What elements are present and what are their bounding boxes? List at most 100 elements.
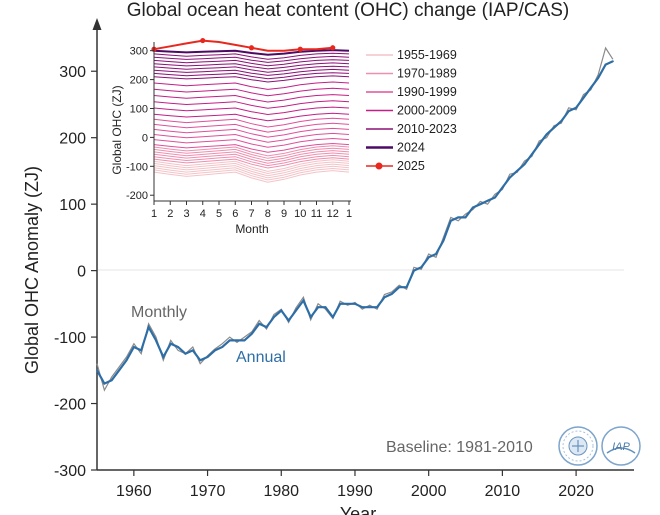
- annual-data-point: [184, 352, 187, 355]
- main-data-points: [96, 60, 614, 385]
- y-tick-label: 0: [77, 264, 86, 281]
- inset-2025-point: [297, 46, 303, 52]
- inset-year-line: [153, 81, 350, 90]
- legend-item: 1955-1969: [366, 48, 457, 62]
- y-axis-arrow: [92, 18, 102, 30]
- annual-data-point: [132, 346, 135, 348]
- inset-year-line: [153, 68, 350, 76]
- inset-year-line: [153, 75, 350, 83]
- annual-data-point: [331, 316, 334, 319]
- annual-data-point: [486, 199, 489, 202]
- inset-year-line: [153, 150, 350, 162]
- annual-data-point: [272, 316, 275, 319]
- y-tick-label: -200: [54, 397, 86, 414]
- inset-year-line: [153, 170, 350, 183]
- annual-data-point: [354, 302, 356, 305]
- annual-data-point: [545, 133, 548, 136]
- inset-y-ticks: -200 -100 0 100 200 300: [126, 46, 154, 202]
- annual-data-point: [302, 299, 305, 302]
- inset-year-line: [153, 154, 350, 167]
- annual-data-point: [523, 163, 526, 166]
- inset-year-line: [153, 112, 350, 122]
- inset-year-line: [153, 122, 350, 133]
- annual-data-point: [214, 349, 216, 352]
- annual-data-point: [420, 266, 423, 269]
- iap-logo-icon: IAP: [601, 426, 641, 466]
- annual-data-point: [449, 219, 452, 222]
- inset-y-tick-label: 200: [130, 75, 148, 87]
- annual-data-point: [125, 359, 128, 362]
- inset-x-tick-label: 6: [232, 208, 238, 220]
- inset-y-tick-label: -200: [126, 190, 148, 202]
- x-tick-label: 1960: [116, 483, 152, 500]
- annual-data-point: [236, 339, 238, 342]
- inset-year-line: [153, 94, 350, 103]
- inset-x-tick-label: 11: [311, 208, 322, 220]
- annual-data-point: [324, 306, 327, 309]
- legend-item: 2025: [366, 159, 425, 173]
- y-tick-label: -100: [54, 330, 86, 347]
- inset-x-ticks: 1 2 3 4 5 6 7 8 9 10 11 12 1: [151, 201, 352, 220]
- inset-x-tick-label: 1: [346, 208, 352, 220]
- inset-x-tick-label: 1: [151, 208, 157, 220]
- inset-year-line: [153, 159, 350, 172]
- annual-data-point: [553, 126, 555, 129]
- annual-data-point: [265, 326, 268, 329]
- legend-item: 1990-1999: [366, 85, 457, 99]
- annual-data-point: [376, 306, 378, 309]
- x-tick-label: 2020: [558, 483, 594, 500]
- legend-label: 2025: [397, 159, 425, 173]
- inset-year-line: [153, 145, 350, 157]
- inset-x-tick-label: 3: [183, 208, 189, 220]
- inset-year-line: [153, 142, 350, 153]
- annual-data-point: [361, 306, 364, 309]
- inset-year-line: [153, 137, 350, 148]
- y-tick-label: 200: [59, 131, 86, 148]
- annual-data-point: [368, 306, 371, 309]
- annual-data-point: [604, 63, 607, 66]
- inset-year-line: [153, 167, 350, 181]
- annual-data-point: [612, 60, 614, 63]
- annual-data-point: [317, 306, 320, 309]
- inset-legend: 1955-1969 1970-1989 1990-1999 2000-2009 2010…: [366, 48, 457, 173]
- annual-data-point: [250, 332, 253, 335]
- inset-year-line: [153, 117, 350, 128]
- inset-year-line: [153, 87, 350, 97]
- annual-data-point: [339, 302, 342, 305]
- annual-data-point: [140, 349, 143, 352]
- y-axis-label: Global OHC Anomaly (ZJ): [22, 166, 42, 374]
- annual-data-point: [479, 203, 482, 206]
- annual-data-point: [582, 96, 585, 99]
- legend-item: 2000-2009: [366, 104, 457, 118]
- annual-data-point: [103, 382, 106, 385]
- inset-year-line: [153, 161, 350, 175]
- inset-y-tick-label: 300: [130, 46, 148, 58]
- y-axis-ticks: -300 -200 -100 0 100 200 300: [54, 64, 97, 480]
- annual-data-point: [501, 186, 504, 189]
- x-tick-label: 1970: [190, 483, 226, 500]
- annual-data-point: [228, 339, 231, 342]
- inset-2025-point: [200, 37, 206, 44]
- inset-year-line: [153, 55, 350, 63]
- inset-x-tick-label: 5: [216, 208, 222, 220]
- annual-data-point: [390, 292, 393, 295]
- annual-data-point: [567, 110, 570, 113]
- inset-year-line: [153, 100, 350, 109]
- y-tick-label: -300: [54, 463, 86, 480]
- annual-data-point: [295, 309, 297, 312]
- legend-label: 2000-2009: [397, 104, 457, 118]
- inset-year-line: [153, 165, 350, 179]
- inset-year-line: [153, 147, 350, 159]
- annual-data-point: [199, 359, 202, 362]
- inset-year-line: [153, 157, 350, 169]
- inset-x-label: Month: [235, 222, 268, 236]
- annual-data-point: [494, 196, 496, 199]
- annual-data-point: [472, 206, 474, 209]
- annual-data-point: [118, 369, 121, 372]
- inset-year-line: [153, 132, 350, 143]
- legend-label: 2024: [397, 141, 425, 155]
- annual-data-point: [155, 339, 157, 342]
- annual-data-point: [457, 216, 460, 219]
- annual-data-point: [280, 309, 283, 312]
